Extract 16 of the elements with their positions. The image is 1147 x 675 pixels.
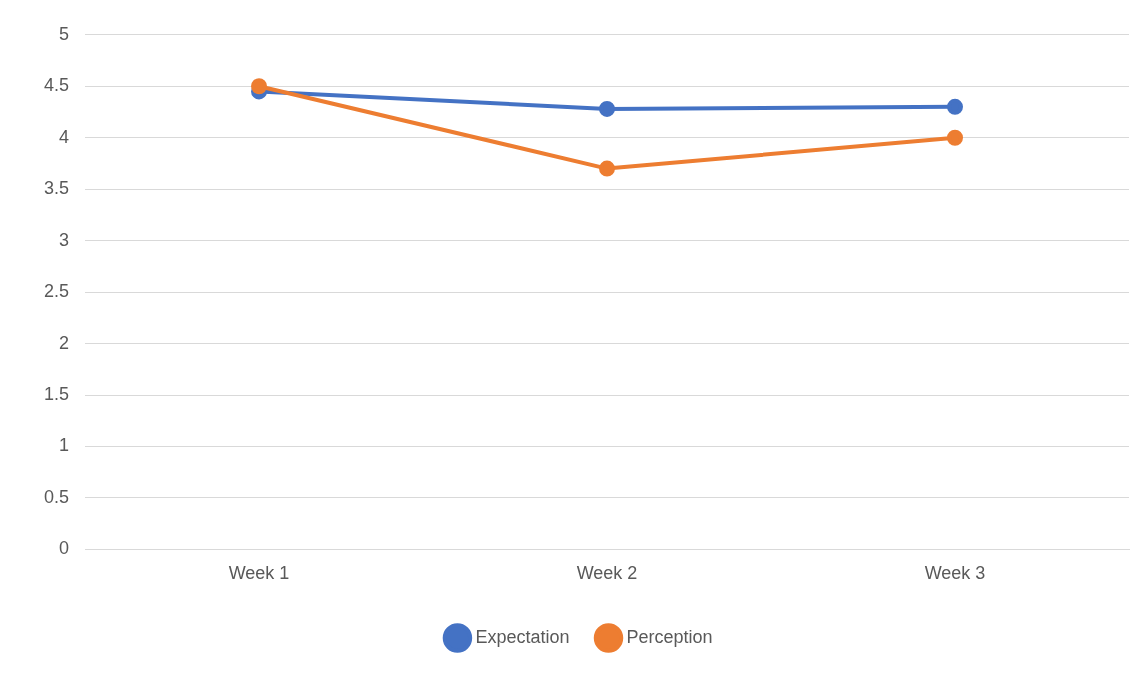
x-tick-label: Week 2	[576, 563, 638, 584]
y-tick-label: 2.5	[43, 281, 70, 302]
y-tick-label: 0.5	[43, 486, 70, 507]
legend-label: Expectation	[475, 626, 570, 647]
y-tick-label: 3.5	[43, 178, 70, 199]
x-tick-label: Week 3	[924, 563, 986, 584]
x-tick-label: Week 1	[228, 563, 290, 584]
y-tick-label: 5	[59, 23, 70, 44]
y-tick-label: 4.5	[43, 75, 70, 96]
legend-label: Perception	[626, 626, 713, 647]
y-tick-label: 1	[59, 435, 70, 456]
y-tick-label: 0	[59, 538, 70, 559]
y-tick-label: 3	[59, 229, 70, 250]
y-tick-label: 2	[59, 332, 70, 353]
y-tick-label: 1.5	[43, 383, 70, 404]
y-tick-label: 4	[59, 126, 70, 147]
